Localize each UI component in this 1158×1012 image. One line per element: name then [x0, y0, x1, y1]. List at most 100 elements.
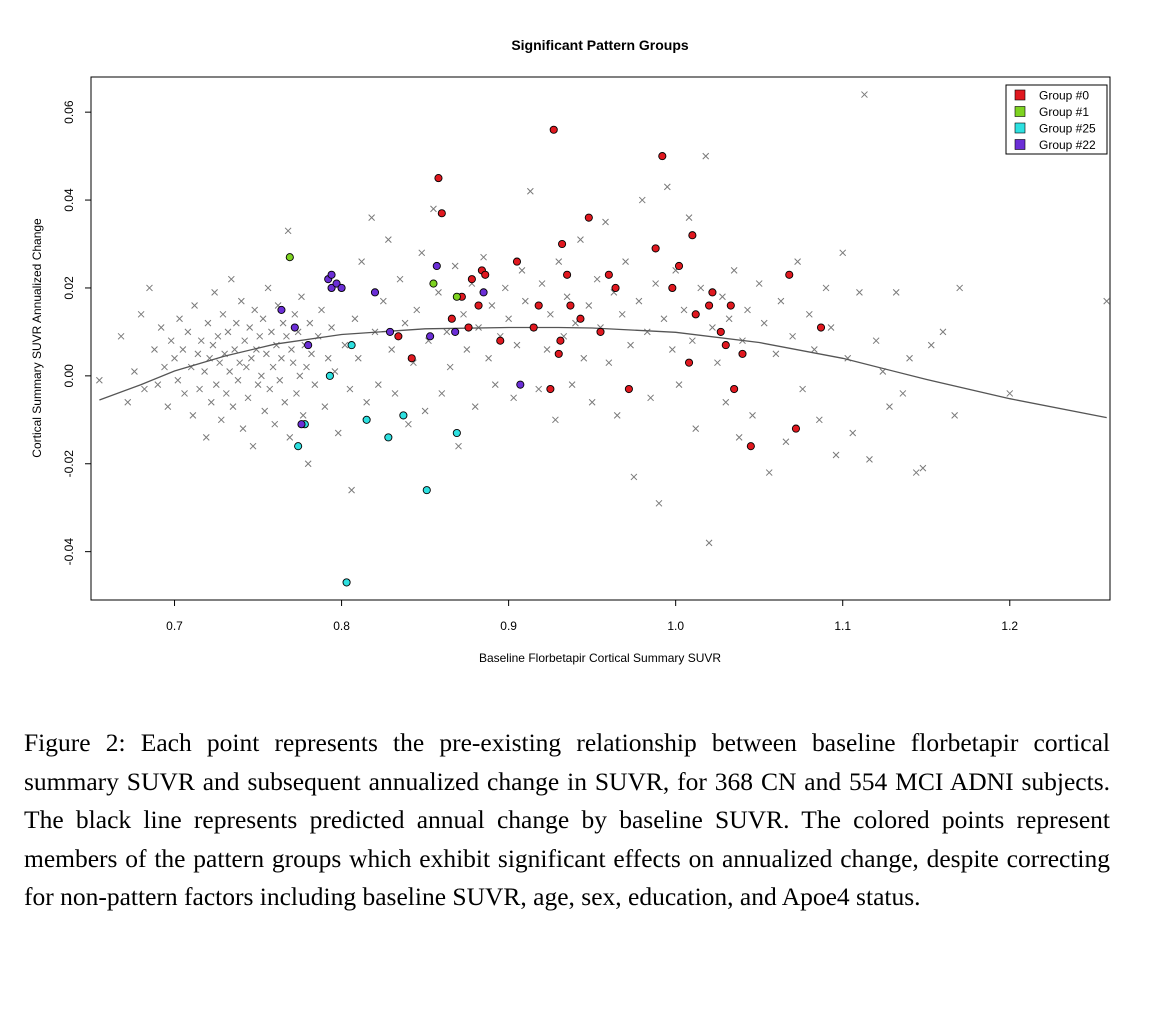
- background-point: [755, 280, 763, 287]
- y-tick-label: 0.00: [62, 364, 76, 388]
- legend-swatch: [1014, 122, 1026, 134]
- group-3-point: [327, 270, 336, 279]
- background-point: [209, 341, 217, 349]
- background-point: [744, 306, 751, 314]
- background-point: [563, 293, 571, 301]
- background-point: [256, 332, 264, 340]
- background-point: [810, 346, 818, 353]
- background-point: [131, 368, 138, 375]
- background-point: [308, 350, 315, 358]
- group-2-point: [452, 428, 461, 438]
- background-point: [284, 227, 292, 235]
- background-point: [268, 328, 275, 336]
- background-point: [652, 280, 659, 287]
- background-point: [956, 284, 964, 292]
- group-2-point: [342, 578, 351, 587]
- background-point: [627, 341, 634, 349]
- background-point: [146, 284, 153, 292]
- group-0-point: [556, 336, 565, 345]
- background-point: [151, 346, 158, 353]
- legend-swatch: [1014, 139, 1026, 150]
- background-point: [227, 275, 235, 283]
- fit-line: [99, 326, 1107, 419]
- group-2-point: [384, 433, 393, 442]
- background-point: [278, 354, 285, 362]
- group-0-point: [730, 384, 739, 394]
- background-point: [259, 315, 267, 323]
- group-0-point: [668, 283, 677, 293]
- group-3-point: [479, 288, 488, 297]
- background-point: [927, 341, 935, 349]
- background-point: [505, 315, 512, 323]
- background-point: [443, 328, 451, 336]
- group-0-point: [716, 327, 725, 336]
- background-point: [251, 306, 259, 314]
- background-point: [526, 187, 534, 195]
- background-point: [839, 249, 847, 257]
- background-point: [705, 539, 713, 547]
- group-0-point: [534, 301, 543, 310]
- background-point: [471, 403, 479, 410]
- group-3-point: [332, 279, 341, 288]
- background-point: [630, 473, 638, 481]
- background-point: [261, 407, 269, 415]
- group-0-point: [512, 257, 522, 266]
- background-point: [324, 354, 332, 362]
- background-point: [552, 416, 559, 424]
- background-point: [485, 354, 492, 362]
- background-point: [279, 319, 287, 327]
- background-point: [234, 376, 242, 384]
- background-point: [273, 341, 280, 349]
- group-0-point: [558, 239, 567, 249]
- background-point: [655, 499, 663, 507]
- y-axis: -0.04 -0.02 0.00 0.02 0.04 0.06: [62, 100, 91, 565]
- background-point: [951, 412, 958, 419]
- background-point: [321, 403, 329, 410]
- background-point: [605, 359, 613, 367]
- background-point: [216, 359, 223, 367]
- group-0-point: [684, 358, 694, 367]
- x-tick-label: 1.2: [1001, 619, 1018, 633]
- background-point: [171, 354, 178, 362]
- group-0-point: [549, 125, 558, 134]
- background-point: [214, 332, 222, 340]
- group-3-point: [451, 327, 460, 336]
- group-0-point: [658, 152, 667, 161]
- group-0-point: [464, 323, 473, 332]
- background-point: [358, 258, 365, 265]
- background-point: [709, 324, 716, 331]
- background-point: [351, 315, 359, 323]
- background-point: [714, 359, 721, 367]
- background-point: [241, 337, 249, 345]
- group-0-point: [726, 301, 735, 310]
- x-tick-label: 1.0: [667, 619, 684, 633]
- legend-entry-label: Group #22: [1039, 138, 1096, 152]
- background-point: [189, 412, 197, 419]
- group-2-point: [347, 341, 356, 350]
- group-3-point: [370, 288, 380, 297]
- background-point: [348, 486, 355, 494]
- plot-frame: [90, 76, 1111, 601]
- background-point: [281, 398, 289, 406]
- background-point: [229, 403, 237, 410]
- background-point: [725, 315, 733, 323]
- background-point: [794, 258, 801, 265]
- group-3-point: [432, 261, 441, 271]
- group-0-point: [791, 424, 800, 433]
- group-0-point: [546, 384, 555, 394]
- background-point: [638, 196, 646, 204]
- background-point: [232, 319, 240, 327]
- y-tick-label: -0.02: [62, 450, 76, 478]
- background-point: [368, 214, 375, 221]
- background-point: [211, 288, 218, 296]
- background-point: [288, 346, 295, 353]
- background-point: [451, 262, 459, 270]
- background-point: [194, 350, 202, 358]
- group-0-point: [604, 270, 613, 279]
- group-0-point: [785, 270, 794, 279]
- background-point: [421, 407, 429, 415]
- background-point: [167, 337, 175, 345]
- background-point: [535, 385, 543, 393]
- background-point: [513, 341, 521, 349]
- background-point: [892, 288, 900, 296]
